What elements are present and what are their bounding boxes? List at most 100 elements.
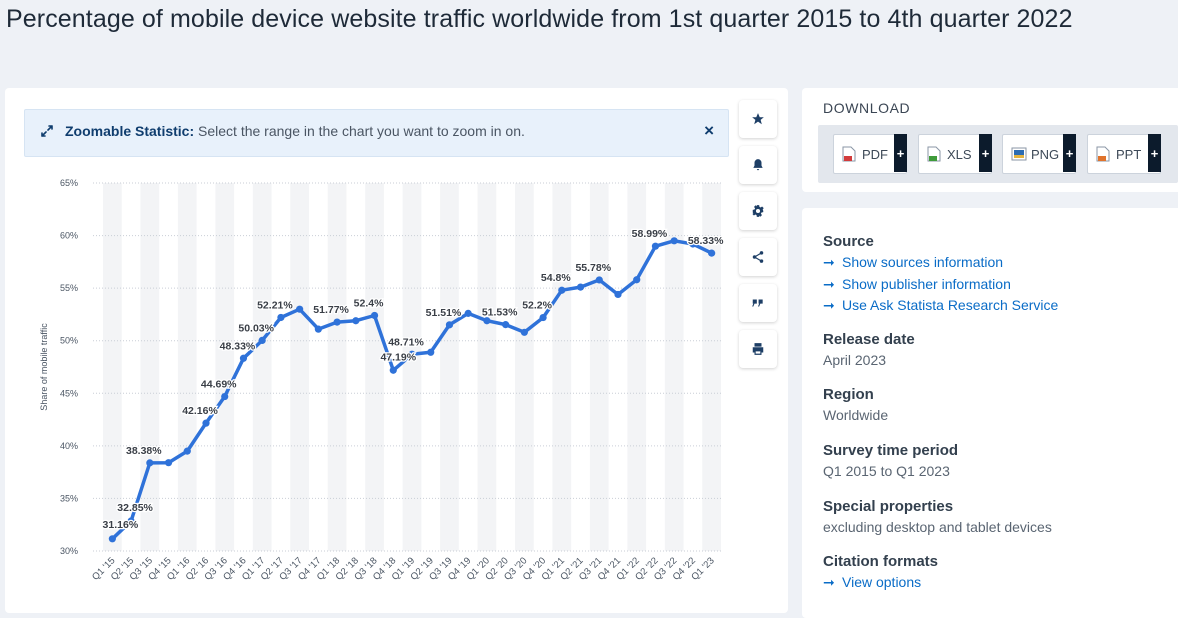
survey-period-section: Survey time period Q1 2015 to Q1 2023 — [823, 441, 958, 482]
xls-file-icon — [927, 146, 941, 162]
png-file-icon — [1011, 146, 1027, 162]
download-ppt-button[interactable]: PPT + — [1087, 134, 1161, 174]
data-label: 31.16% — [103, 519, 139, 531]
notification-button[interactable] — [739, 146, 777, 184]
data-point — [651, 242, 660, 250]
data-label: 54.8% — [541, 272, 571, 284]
plus-icon: + — [1063, 134, 1076, 172]
column-band — [515, 183, 534, 551]
citation-section: Citation formats ➞ View options — [823, 552, 938, 594]
share-button[interactable] — [739, 238, 777, 276]
download-buttons: PDF + XLS + PNG + PPT + — [818, 125, 1178, 183]
data-label: 50.03% — [238, 322, 274, 334]
data-point — [183, 447, 191, 455]
data-point — [689, 240, 697, 248]
show-sources-label: Show sources information — [842, 254, 1004, 270]
data-point — [483, 317, 491, 325]
column-band — [402, 183, 422, 551]
data-point — [558, 286, 566, 294]
data-point — [502, 321, 510, 329]
expand-icon — [41, 125, 53, 137]
data-point — [314, 325, 322, 333]
data-label: 51.77% — [313, 304, 349, 316]
data-point — [127, 517, 135, 525]
region-heading: Region — [823, 386, 874, 403]
download-pdf-button[interactable]: PDF + — [833, 134, 907, 174]
data-point — [708, 249, 716, 257]
y-tick-label: 45% — [60, 388, 78, 398]
column-band — [252, 183, 272, 551]
settings-button[interactable] — [739, 192, 777, 230]
print-button[interactable] — [739, 330, 777, 368]
ask-statista-link[interactable]: ➞ Use Ask Statista Research Service — [823, 295, 1058, 317]
data-point — [539, 313, 547, 322]
plus-icon: + — [894, 134, 907, 172]
column-band — [215, 183, 235, 551]
data-point — [352, 317, 360, 325]
column-band — [477, 183, 497, 551]
release-date-value: April 2023 — [823, 352, 887, 368]
column-band — [440, 183, 459, 551]
column-band — [552, 183, 572, 551]
data-label: 32.85% — [117, 502, 153, 514]
release-date-section: Release date April 2023 — [823, 330, 915, 371]
column-band — [664, 183, 684, 551]
data-point — [239, 354, 248, 362]
show-publisher-link[interactable]: ➞ Show publisher information — [823, 274, 1058, 296]
arrow-right-icon: ➞ — [823, 275, 835, 292]
close-icon[interactable]: × — [704, 121, 714, 140]
data-point — [464, 309, 472, 317]
favorite-button[interactable] — [739, 100, 777, 138]
data-point — [595, 276, 603, 284]
y-tick-label: 60% — [60, 231, 78, 241]
data-point — [164, 459, 173, 467]
zoom-banner-text: Zoomable Statistic: Select the range in … — [65, 123, 525, 139]
download-png-label: PNG — [1031, 146, 1060, 162]
source-section: Source ➞ Show sources information ➞ Show p… — [823, 232, 1058, 317]
page-title: Percentage of mobile device website traf… — [6, 5, 1073, 33]
download-pdf-label: PDF — [862, 146, 888, 162]
download-png-button[interactable]: PNG + — [1002, 134, 1076, 174]
download-xls-button[interactable]: XLS + — [918, 134, 992, 174]
y-tick-label: 30% — [60, 546, 78, 556]
survey-period-heading: Survey time period — [823, 442, 959, 459]
column-band — [103, 183, 122, 551]
show-sources-link[interactable]: ➞ Show sources information — [823, 252, 1058, 274]
data-point — [389, 366, 397, 374]
data-label: 38.38% — [126, 445, 162, 457]
chart-toolbar — [739, 100, 779, 376]
data-point — [408, 350, 416, 358]
info-card: Source ➞ Show sources information ➞ Show p… — [802, 208, 1178, 618]
data-point — [576, 283, 585, 291]
zoom-banner: Zoomable Statistic: Select the range in … — [24, 109, 729, 157]
data-label: 55.78% — [575, 262, 611, 274]
star-icon — [752, 113, 764, 125]
data-point — [221, 392, 229, 401]
data-point — [333, 318, 341, 326]
region-value: Worldwide — [823, 407, 889, 423]
download-title: DOWNLOAD — [823, 100, 911, 116]
arrow-right-icon: ➞ — [823, 254, 835, 270]
data-point — [146, 459, 154, 467]
view-options-link[interactable]: ➞ View options — [823, 572, 938, 594]
data-label: 42.16% — [182, 405, 218, 417]
data-label: 52.21% — [257, 299, 293, 311]
data-point — [277, 313, 285, 322]
data-label: 51.51% — [426, 307, 462, 319]
y-tick-label: 50% — [60, 336, 78, 346]
data-point — [427, 348, 435, 356]
release-date-heading: Release date — [823, 331, 915, 348]
cite-button[interactable] — [739, 284, 777, 322]
download-xls-label: XLS — [947, 146, 972, 162]
data-label: 58.33% — [688, 235, 724, 247]
data-label: 48.71% — [388, 336, 424, 348]
pdf-file-icon — [842, 146, 856, 162]
data-point — [370, 311, 379, 320]
column-band — [327, 183, 347, 551]
plus-icon: + — [979, 134, 992, 172]
line-chart[interactable]: 30% 35% 40% 45% 50% 55% 60% 65% Share of mobile … — [5, 88, 788, 613]
special-properties-value: excluding desktop and tablet devices — [823, 519, 1052, 535]
data-label: 44.69% — [201, 379, 237, 391]
zoom-banner-label: Zoomable Statistic: — [65, 123, 195, 139]
data-point — [670, 237, 678, 245]
